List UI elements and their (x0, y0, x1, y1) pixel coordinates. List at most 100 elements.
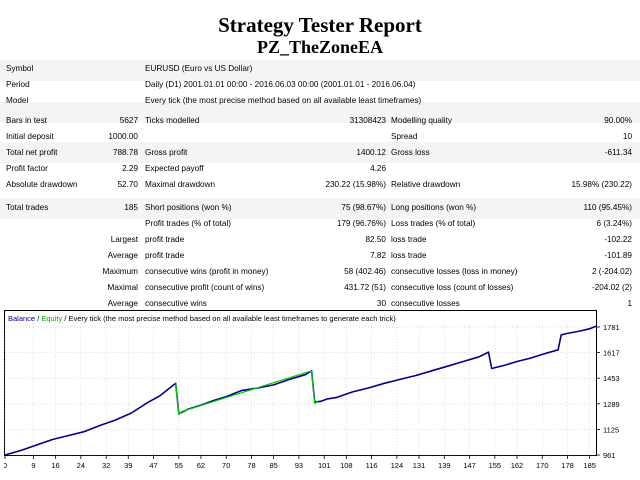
average-loss-value: -101.89 (604, 251, 632, 260)
x-tick-label: 116 (366, 461, 378, 470)
y-tick-label: 1125 (603, 425, 619, 434)
equity-series-line (175, 370, 319, 416)
average-label: Average (107, 251, 138, 260)
y-tick-label: 1617 (603, 349, 620, 358)
long-positions-label: Long positions (won %) (391, 203, 477, 212)
maximal-consecutive-loss-value: -204.02 (2) (591, 283, 632, 292)
deposit-label: Initial deposit (6, 132, 54, 141)
x-tick-label: 101 (318, 461, 331, 470)
long-positions-value: 110 (95.45%) (583, 203, 632, 212)
profit-factor-value: 2.29 (122, 164, 138, 173)
maximal-drawdown-label: Maximal drawdown (145, 180, 216, 189)
x-tick-label: 9 (31, 461, 35, 470)
largest-loss-label: loss trade (391, 235, 427, 244)
legend-description: / Every tick (the most precise method ba… (62, 314, 396, 323)
bars-label: Bars in test (6, 116, 47, 125)
period-value: Daily (D1) 2001.01.01 00:00 - 2016.06.03… (145, 80, 416, 89)
maximal-label: Maximal (107, 283, 138, 292)
x-tick-label: 85 (269, 461, 277, 470)
average-consecutive-label: Average (107, 299, 138, 308)
loss-trades-value: 6 (3.24%) (596, 219, 633, 228)
ticks-value: 31308423 (349, 116, 386, 125)
largest-profit-value: 82.50 (365, 235, 387, 244)
x-tick-label: 55 (175, 461, 183, 470)
net-profit-value: 788.78 (112, 148, 138, 157)
chart-legend: Balance / Equity / Every tick (the most … (8, 314, 396, 323)
short-positions-label: Short positions (won %) (145, 203, 232, 212)
x-tick-label: 131 (413, 461, 426, 470)
avg-consecutive-losses-value: 1 (627, 299, 632, 308)
x-tick-label: 78 (247, 461, 255, 470)
row-shade-bars (0, 102, 640, 123)
x-tick-label: 124 (391, 461, 404, 470)
largest-label: Largest (110, 235, 138, 244)
short-positions-value: 75 (98.67%) (341, 203, 386, 212)
profit-trades-value: 179 (96.76%) (336, 219, 386, 228)
x-tick-label: 62 (197, 461, 205, 470)
avg-consecutive-losses-label: consecutive losses (391, 299, 460, 308)
chart-frame (4, 310, 597, 456)
row-shade-total (0, 198, 640, 219)
expected-payoff-label: Expected payoff (145, 164, 204, 173)
largest-profit-label: profit trade (145, 235, 185, 244)
maximum-label: Maximum (102, 267, 138, 276)
max-consecutive-wins-value: 58 (402.46) (344, 267, 386, 276)
absolute-drawdown-label: Absolute drawdown (6, 180, 78, 189)
x-tick-label: 93 (295, 461, 303, 470)
ticks-label: Ticks modelled (145, 116, 200, 125)
symbol-label: Symbol (6, 64, 34, 73)
report-subtitle: PZ_TheZoneEA (256, 37, 384, 57)
gross-profit-value: 1400.12 (356, 148, 386, 157)
deposit-value: 1000.00 (108, 132, 138, 141)
gross-loss-label: Gross loss (391, 148, 430, 157)
profit-trades-label: Profit trades (% of total) (145, 219, 232, 228)
maximal-consecutive-loss-label: consecutive loss (count of losses) (391, 283, 514, 292)
quality-label: Modelling quality (391, 116, 452, 125)
total-trades-label: Total trades (6, 203, 49, 212)
legend-equity: Equity (41, 314, 62, 323)
row-shade-pf (0, 142, 640, 163)
x-tick-label: 70 (222, 461, 230, 470)
x-tick-label: 155 (489, 461, 502, 470)
maximal-consecutive-profit-value: 431.72 (51) (344, 283, 386, 292)
expected-payoff-value: 4.26 (370, 164, 386, 173)
x-tick-label: 108 (340, 461, 353, 470)
maximal-consecutive-profit-label: consecutive profit (count of wins) (145, 283, 265, 292)
report-title: Strategy Tester Report (218, 13, 422, 37)
average-profit-label: profit trade (145, 251, 185, 260)
y-tick-label: 1453 (603, 374, 620, 383)
chart-series (4, 325, 597, 456)
largest-loss-value: -102.22 (604, 235, 632, 244)
avg-consecutive-wins-value: 30 (376, 299, 386, 308)
absolute-drawdown-value: 52.70 (117, 180, 139, 189)
period-label: Period (6, 80, 30, 89)
spread-value: 10 (622, 132, 632, 141)
x-tick-label: 147 (463, 461, 476, 470)
bars-value: 5627 (119, 116, 138, 125)
x-tick-label: 16 (51, 461, 59, 470)
gross-profit-label: Gross profit (145, 148, 188, 157)
balance-chart: 0 9 16 24 32 39 47 55 62 70 78 85 93 101 108 116 124 131 1… (4, 310, 636, 475)
x-tick-label: 139 (438, 461, 451, 470)
average-loss-label: loss trade (391, 251, 427, 260)
max-consecutive-losses-label: consecutive losses (loss in money) (391, 267, 518, 276)
model-value: Every tick (the most precise method base… (145, 96, 422, 105)
y-tick-label: 1289 (603, 400, 620, 409)
max-consecutive-wins-label: consecutive wins (profit in money) (145, 267, 269, 276)
chart-grid (4, 324, 596, 456)
total-trades-value: 185 (124, 203, 138, 212)
x-tick-label: 162 (511, 461, 524, 470)
quality-value: 90.00% (604, 116, 632, 125)
x-tick-label: 178 (561, 461, 574, 470)
y-tick-label: 961 (603, 451, 616, 460)
x-tick-label: 32 (102, 461, 110, 470)
x-axis-ticks: 0 9 16 24 32 39 47 55 62 70 78 85 93 101 108 116 124 131 1… (4, 455, 596, 470)
y-axis-ticks: 1781 1617 1453 1289 1125 961 (596, 323, 620, 460)
relative-drawdown-label: Relative drawdown (391, 180, 461, 189)
x-tick-label: 0 (4, 461, 7, 470)
x-tick-label: 47 (149, 461, 157, 470)
spread-label: Spread (391, 132, 418, 141)
x-tick-label: 24 (77, 461, 85, 470)
x-tick-label: 39 (124, 461, 132, 470)
relative-drawdown-value: 15.98% (230.22) (571, 180, 632, 189)
